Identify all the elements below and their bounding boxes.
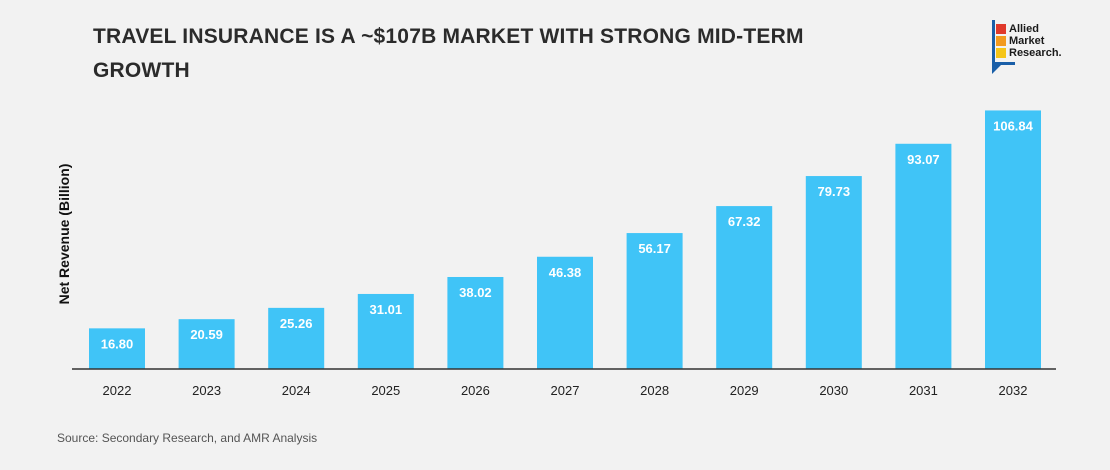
x-tick-label: 2027 [551, 383, 580, 398]
logo-color-bars [996, 24, 1006, 58]
allied-market-research-logo: Allied Market Research. [990, 20, 1090, 76]
bar-value-label: 56.17 [638, 241, 671, 256]
x-tick-label: 2023 [192, 383, 221, 398]
chart-title: TRAVEL INSURANCE IS A ~$107B MARKET WITH… [93, 25, 804, 82]
bar-2028 [626, 233, 683, 369]
bar-value-label: 38.02 [459, 285, 492, 300]
bar-2022 [89, 328, 145, 369]
logo-bar-orange [996, 36, 1006, 46]
x-tick-label: 2022 [103, 383, 132, 398]
logo-text: Allied Market Research. [1009, 23, 1062, 59]
bar-value-label: 67.32 [728, 214, 761, 229]
bar-2032 [985, 110, 1041, 369]
x-tick-label: 2025 [371, 383, 400, 398]
bar-2029 [716, 206, 773, 369]
bar-2025 [357, 293, 414, 369]
bar-value-label: 16.80 [101, 336, 134, 351]
x-tick-label: 2028 [640, 383, 669, 398]
logo-frame [992, 20, 1015, 65]
bar-2027 [537, 256, 593, 369]
x-tick-label: 2026 [461, 383, 490, 398]
x-tick-label: 2029 [730, 383, 759, 398]
y-axis-title: Net Revenue (Billion) [56, 164, 72, 305]
logo-line-1: Allied [1009, 23, 1039, 35]
logo-tail [992, 64, 1002, 74]
bar-value-label: 93.07 [907, 152, 940, 167]
bar-value-label: 106.84 [993, 118, 1034, 133]
bar-2024 [268, 307, 325, 369]
logo-line-3: Research. [1009, 47, 1062, 59]
bar-value-label: 46.38 [549, 265, 582, 280]
bars-group: 16.80 20.59 25.26 31.01 38.02 46.38 56.17 67.32… [89, 110, 1041, 369]
bar-value-label: 20.59 [190, 327, 223, 342]
logo-line-2: Market [1009, 35, 1045, 47]
logo-bar-red [996, 24, 1006, 34]
x-tick-label: 2024 [282, 383, 311, 398]
source-note: Source: Secondary Research, and AMR Anal… [57, 431, 318, 445]
bar-value-label: 25.26 [280, 316, 313, 331]
x-tick-labels: 2022 2023 2024 2025 2026 2027 2028 2029 2030 2031… [103, 383, 1028, 398]
x-tick-label: 2032 [999, 383, 1028, 398]
x-tick-label: 2030 [819, 383, 848, 398]
bar-value-label: 79.73 [818, 184, 851, 199]
bar-value-label: 31.01 [370, 302, 403, 317]
bar-2031 [895, 143, 952, 369]
x-tick-label: 2031 [909, 383, 938, 398]
logo-bar-yellow [996, 48, 1006, 58]
bar-2026 [447, 276, 504, 369]
bar-2023 [178, 319, 235, 369]
bar-2030 [805, 176, 862, 369]
